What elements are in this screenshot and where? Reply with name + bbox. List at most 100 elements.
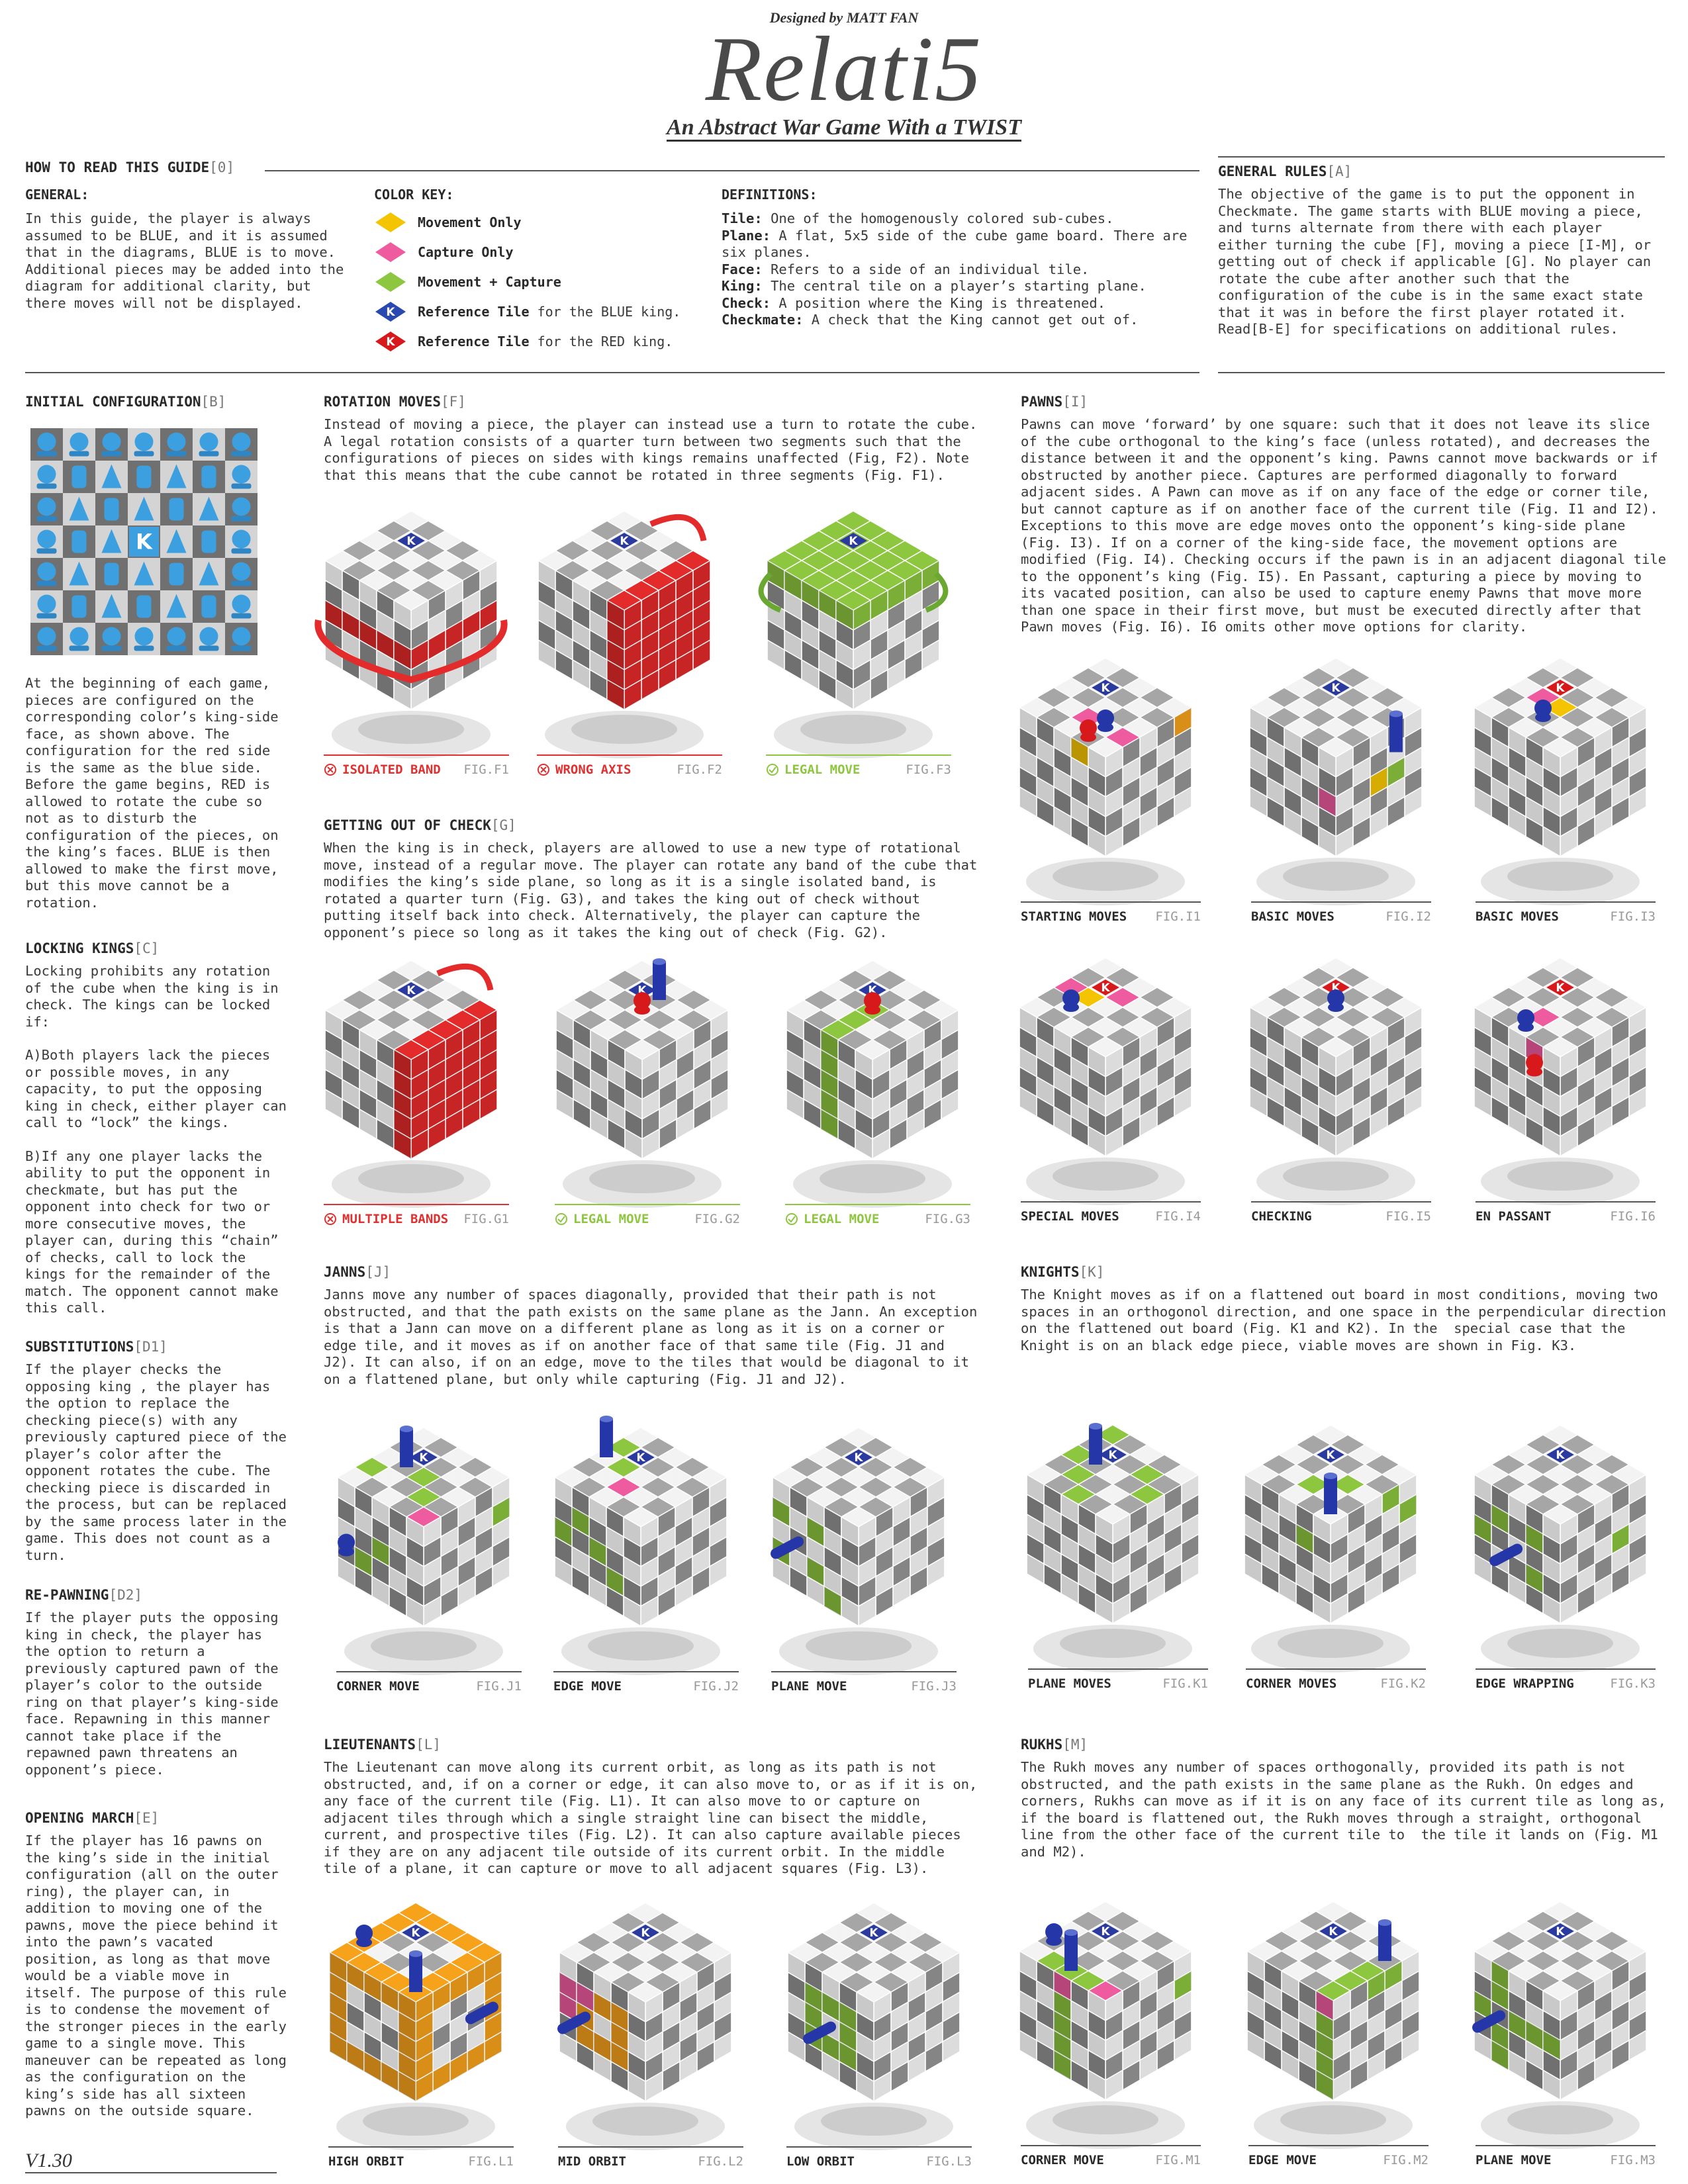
pawn-base	[36, 483, 57, 489]
piece-head	[1045, 1923, 1063, 1940]
tile	[835, 678, 854, 711]
figure-label: LEGAL MOVE	[573, 1212, 649, 1226]
definition: Check: A position where the King is thre…	[722, 295, 1192, 312]
pawn-icon	[232, 465, 251, 484]
pawn-base	[166, 451, 187, 457]
figure-label: LEGAL MOVE	[784, 762, 861, 777]
cube-shadow	[1053, 862, 1158, 891]
tile-shade	[606, 1567, 624, 1596]
pawn-icon	[37, 594, 56, 614]
king-marker: K	[419, 1451, 428, 1465]
cube: K	[771, 1427, 946, 1675]
piece-head	[1097, 709, 1114, 727]
figure-number: FIG.K1	[1162, 1676, 1208, 1691]
swatch	[375, 242, 406, 262]
figure-caption: SPECIAL MOVES FIG.I4	[1021, 1201, 1201, 1226]
tile-shade	[330, 2012, 348, 2042]
pawn-base	[134, 451, 154, 457]
figure-label: STARTING MOVES	[1021, 909, 1127, 924]
figure-number: FIG.G3	[925, 1212, 970, 1226]
king-marker: K	[854, 1451, 863, 1465]
heading-tag: [J]	[365, 1264, 391, 1280]
subheading: DEFINITIONS:	[722, 187, 818, 203]
tile-shade	[824, 1586, 842, 1616]
term: Plane:	[722, 227, 771, 244]
cube-shadow	[1481, 858, 1640, 905]
section-text: The Lieutenant can move along its curren…	[324, 1759, 979, 1894]
definitions: Tile: One of the homogenously colored su…	[722, 210, 1192, 329]
tile-shade	[675, 610, 693, 640]
tile-shade	[364, 2052, 382, 2081]
king-marker: K	[1108, 1449, 1117, 1462]
pawn-icon	[199, 627, 218, 646]
tile-shade	[479, 600, 497, 630]
pawn-base	[231, 548, 252, 554]
icon-ring	[767, 764, 778, 776]
king-marker: K	[1101, 1925, 1110, 1938]
key-label: Reference Tile	[418, 304, 530, 320]
heading-tag: [K]	[1079, 1264, 1105, 1280]
section-heading: PAWNS[I]	[1021, 394, 1088, 410]
figure-caption: BASIC MOVES FIG.I3	[1476, 901, 1656, 927]
cube: K	[1473, 957, 1648, 1205]
pawn-base	[199, 645, 219, 651]
cube-shadow	[371, 1631, 477, 1661]
pawn-base	[101, 451, 122, 457]
paragraph: The objective of the game is to put the …	[1218, 186, 1660, 337]
heading-text: LIEUTENANTS	[324, 1737, 416, 1752]
king-marker: K	[1556, 682, 1565, 695]
figure-label: CORNER MOVES	[1246, 1676, 1337, 1691]
cube: K	[336, 1426, 511, 1675]
pawn-icon	[102, 627, 121, 646]
king-tile	[410, 1449, 438, 1465]
king-marker: K	[406, 535, 416, 548]
tile-shade	[428, 1099, 445, 1129]
piece-icon	[199, 561, 219, 586]
tile	[1095, 1592, 1113, 1625]
figure-number: FIG.J3	[911, 1679, 957, 1694]
pawn-icon	[70, 627, 89, 646]
figure-number: FIG.I4	[1155, 1209, 1201, 1224]
paragraph: In this guide, the player is always assu…	[25, 210, 352, 311]
pawn-base	[36, 580, 57, 586]
tile	[393, 1128, 412, 1160]
paragraph: A)Both players lack the pieces or possib…	[25, 1047, 295, 1130]
icon-glyph	[327, 766, 334, 773]
tile-shade	[641, 670, 659, 700]
cube-shadow	[1283, 1161, 1389, 1191]
swatch	[375, 302, 406, 322]
piece-icon	[134, 496, 154, 521]
figure-label: PLANE MOVES	[1028, 1676, 1111, 1691]
rotation-arrow	[436, 963, 494, 991]
figure-label: BASIC MOVES	[1251, 909, 1335, 924]
tile-shade	[692, 640, 710, 670]
cube-shadow	[793, 1160, 952, 1208]
figure-number: FIG.F2	[677, 762, 722, 777]
figure-caption: LEGAL MOVE FIG.G3	[785, 1204, 970, 1229]
tile-shade	[330, 2032, 348, 2062]
paragraph: B)If any one player lacks the ability to…	[25, 1148, 287, 1316]
cube: K	[314, 510, 508, 758]
definition: King: The central tile on a player’s sta…	[722, 278, 1192, 295]
tile	[406, 1595, 424, 1627]
tile-shade	[904, 570, 922, 600]
cube: K	[328, 1902, 503, 2150]
pawn-base	[36, 613, 57, 619]
figure-number: FIG.L1	[468, 2154, 514, 2169]
paragraph: When the king is in check, players are a…	[324, 840, 986, 940]
heading-tag: [D2]	[109, 1587, 143, 1603]
piece-icon	[199, 496, 219, 521]
king-tile	[402, 1925, 430, 1940]
figure-label: WRONG AXIS	[555, 762, 632, 777]
tile-shade	[445, 1109, 463, 1139]
king-marker: K	[641, 1927, 650, 1940]
rotation-arrow	[314, 619, 508, 684]
tile-shade	[611, 2042, 629, 2071]
subtitle-text: An Abstract War Game With a TWIST	[667, 115, 1021, 142]
king-marker: K	[636, 1451, 645, 1465]
figure-caption: PLANE MOVE FIG.J3	[771, 1671, 957, 1696]
tile	[1088, 825, 1106, 858]
paragraph: The Knight moves as if on a flattened ou…	[1021, 1287, 1675, 1353]
cube: K	[1246, 1901, 1421, 2149]
tile-shade	[611, 2022, 629, 2052]
